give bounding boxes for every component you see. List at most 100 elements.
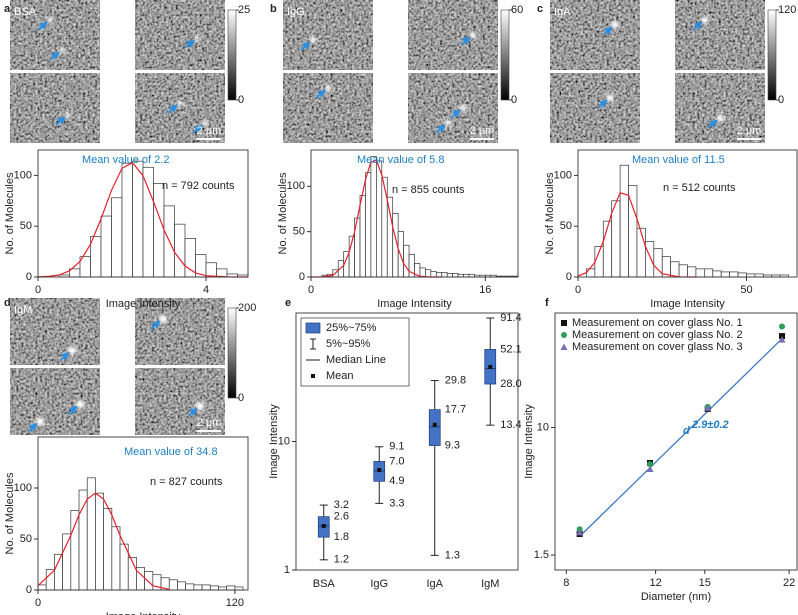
legend-marker xyxy=(561,320,567,326)
histogram-bar xyxy=(95,492,104,591)
y-axis-label: No. of Molecules xyxy=(277,172,289,254)
molecule-spot xyxy=(75,400,85,409)
molecule-spot xyxy=(202,120,208,126)
colorbar xyxy=(227,307,237,399)
y-tick-label: 1.5 xyxy=(534,549,549,561)
sample-label: BSA xyxy=(14,6,37,18)
x-tick-label: 4 xyxy=(203,284,209,296)
y-tick-label: 0 xyxy=(26,271,32,283)
micrograph-tile xyxy=(10,73,100,143)
x-tick-label: 50 xyxy=(740,284,752,296)
scale-bar-label: 2 μm xyxy=(197,125,222,137)
histogram-bar xyxy=(226,585,236,591)
histogram-bar xyxy=(216,268,228,278)
histogram-bar xyxy=(425,269,432,278)
colorbar-tick-label: 25 xyxy=(238,4,250,16)
histogram-bar xyxy=(446,273,453,278)
data-point xyxy=(779,323,786,330)
y-axis-label: Image Intensity xyxy=(523,404,535,479)
molecule-spot xyxy=(701,16,709,24)
spot-arrow xyxy=(27,423,38,433)
colorbar-tick-label: 60 xyxy=(511,4,523,16)
micrograph-tile xyxy=(675,0,765,70)
molecule-spot xyxy=(35,417,45,426)
data-point xyxy=(704,404,712,411)
sample-label: IgM xyxy=(14,304,32,316)
legend-swatch xyxy=(311,374,315,378)
molecule-spot xyxy=(177,100,183,106)
y-tick-label: 50 xyxy=(20,533,32,545)
histogram-bar xyxy=(54,553,63,591)
y-tick-label: 50 xyxy=(560,220,572,232)
histogram-bar xyxy=(729,271,739,278)
spot-arrow xyxy=(150,320,161,330)
legend-label: Measurement on cover glass No. 1 xyxy=(572,317,743,329)
mean-marker xyxy=(432,422,437,427)
molecule-spot xyxy=(469,31,477,39)
sample-label: IgG xyxy=(287,6,305,18)
y-tick-label: 100 xyxy=(287,180,305,192)
legend-label: Mean xyxy=(326,370,354,382)
legend-label: 25%~75% xyxy=(326,322,377,334)
micrograph-tile xyxy=(10,298,100,365)
colorbar xyxy=(500,9,510,101)
histogram-bar xyxy=(78,489,88,591)
histogram-bar xyxy=(62,533,72,591)
histogram-bar xyxy=(209,585,219,591)
scale-bar-label: 2 μm xyxy=(470,125,495,137)
fit-curve xyxy=(37,492,170,591)
molecule-spot xyxy=(67,346,77,355)
data-point xyxy=(779,333,786,340)
histogram-bar xyxy=(746,273,756,278)
data-point xyxy=(576,528,584,536)
histogram-bar xyxy=(636,227,646,278)
count-annotation: n = 827 counts xyxy=(150,476,223,488)
x-tick-label: 0 xyxy=(575,284,581,296)
spot-arrow xyxy=(315,89,326,99)
value-label: 52.1 xyxy=(500,343,521,355)
scale-bar-label: 2 μm xyxy=(737,125,762,137)
value-label: 1.3 xyxy=(445,549,460,561)
histogram-bar xyxy=(695,268,705,278)
histogram-bar xyxy=(712,270,722,278)
molecule-spot xyxy=(324,84,332,92)
fit-curve xyxy=(577,192,696,278)
mean-marker xyxy=(321,523,326,528)
histogram-bar xyxy=(70,510,80,591)
micrograph-tile xyxy=(135,0,225,70)
panel-letter: f xyxy=(545,297,549,309)
y-tick-label: 100 xyxy=(14,169,32,181)
histogram-bar xyxy=(441,272,448,278)
y-axis-label: No. of Molecules xyxy=(544,172,556,254)
x-tick-label: 0 xyxy=(35,284,41,296)
spot-arrow xyxy=(597,99,608,109)
histogram-bar xyxy=(720,271,730,278)
value-label: 29.8 xyxy=(445,374,466,386)
spot-arrow xyxy=(49,51,60,61)
histogram-bar xyxy=(670,261,680,278)
plot-frame xyxy=(310,149,519,278)
histogram-bar xyxy=(153,183,165,278)
fit-curve xyxy=(37,161,249,278)
spot-arrow xyxy=(37,21,48,31)
micrograph-tile xyxy=(283,0,373,70)
panel-letter: a xyxy=(4,3,11,15)
y-tick-label: 100 xyxy=(554,169,572,181)
y-tick-label: 50 xyxy=(293,226,305,238)
histogram-bar xyxy=(678,264,688,278)
panel-letter: b xyxy=(270,3,277,15)
colorbar-tick-label: 0 xyxy=(238,94,244,106)
plot-frame xyxy=(577,149,798,278)
histogram-bar xyxy=(121,162,133,278)
plot-frame xyxy=(554,312,798,571)
colorbar-tick-label: 200 xyxy=(238,302,256,314)
micrograph-tile xyxy=(135,368,225,435)
value-label: 28.0 xyxy=(500,378,521,390)
value-label: 1.8 xyxy=(334,531,349,543)
molecule-spot xyxy=(195,402,205,411)
x-axis-label: Image Intensity xyxy=(650,298,725,310)
scale-bar-label: 2 μm xyxy=(197,417,222,429)
spot-arrow xyxy=(460,36,471,46)
molecule-spot xyxy=(606,94,614,102)
